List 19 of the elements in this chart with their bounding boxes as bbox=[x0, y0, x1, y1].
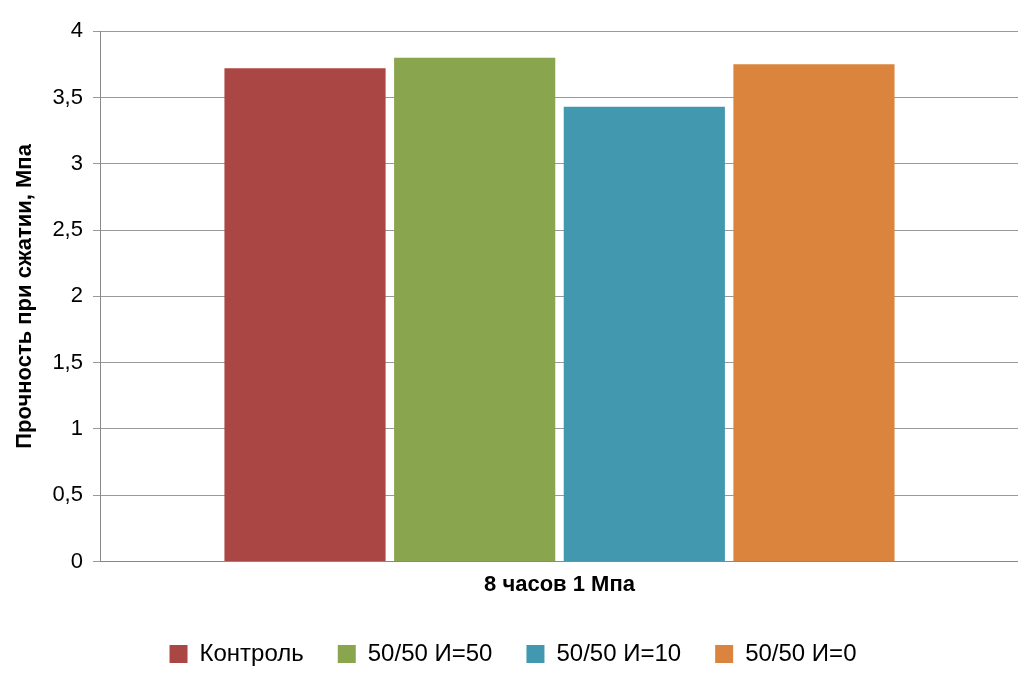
legend-label: 50/50 И=0 bbox=[745, 638, 857, 666]
y-axis-title: Прочность при сжатии, Мпа bbox=[11, 143, 37, 449]
legend-label: Контроль bbox=[199, 638, 304, 666]
y-tick-label: 0 bbox=[70, 547, 83, 573]
y-tick-label: 2,5 bbox=[52, 216, 83, 242]
bar bbox=[733, 64, 895, 562]
y-tick-label: 3,5 bbox=[52, 83, 83, 109]
y-tick-label: 4 bbox=[70, 17, 83, 43]
bar bbox=[394, 57, 556, 562]
x-tick-label: 8 часов 1 Мпа bbox=[484, 570, 636, 596]
y-tick-label: 2 bbox=[70, 282, 83, 308]
y-tick-label: 0,5 bbox=[52, 481, 83, 507]
bar bbox=[224, 68, 386, 562]
y-tick-label: 1 bbox=[70, 415, 83, 441]
y-tick-label: 3 bbox=[70, 149, 83, 175]
legend-label: 50/50 И=10 bbox=[556, 638, 682, 666]
bar bbox=[563, 106, 725, 562]
y-tick-label: 1,5 bbox=[52, 348, 83, 374]
legend-label: 50/50 И=50 bbox=[367, 638, 493, 666]
